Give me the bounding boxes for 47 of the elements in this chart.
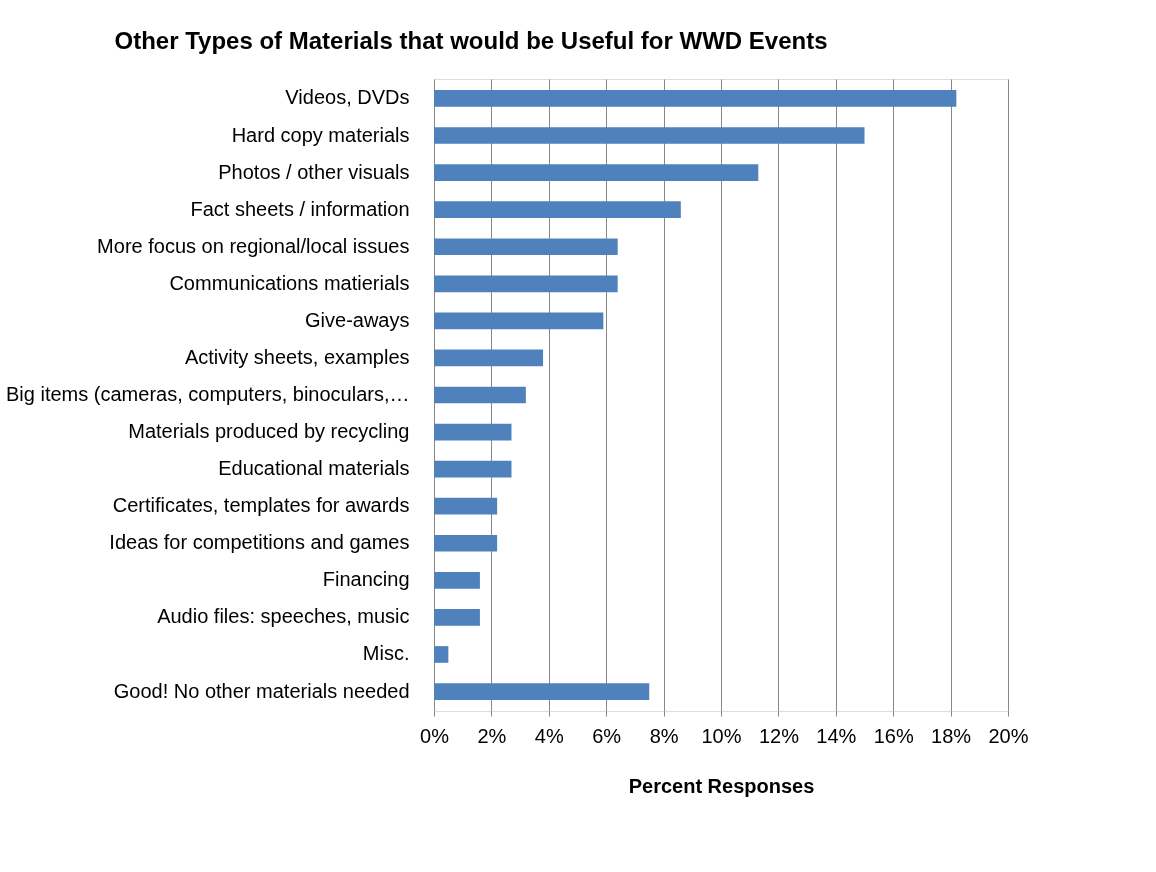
x-tick-label: 12% — [758, 724, 800, 747]
bar — [434, 497, 498, 515]
bar — [434, 386, 526, 404]
y-tick-label: Videos, DVDs — [285, 86, 410, 109]
bar — [434, 312, 604, 330]
x-tick-label: 4% — [534, 724, 564, 747]
x-tick-label: 10% — [701, 724, 742, 747]
y-tick-label: Materials produced by recycling — [128, 420, 410, 443]
y-tick-label: Audio files: speeches, music — [157, 605, 410, 628]
y-tick-label: Big items (cameras, computers, binoculars,… — [6, 383, 410, 405]
y-tick-label: Communications matierials — [169, 271, 410, 294]
y-tick-label: Activity sheets, examples — [184, 345, 410, 368]
x-axis-title: Percent Responses — [628, 774, 815, 797]
bar — [434, 683, 650, 700]
bar — [434, 534, 498, 552]
x-tick-label: 2% — [477, 724, 507, 747]
y-tick-label: Give-aways — [305, 308, 410, 331]
y-tick-label: Hard copy materials — [231, 123, 410, 146]
bar — [434, 127, 865, 144]
y-tick-label: Ideas for competitions and games — [109, 531, 410, 554]
bar — [434, 423, 512, 441]
bar — [434, 238, 618, 256]
bar — [434, 460, 512, 478]
y-tick-label: Fact sheets / information — [190, 197, 410, 220]
x-tick-label: 16% — [873, 724, 914, 747]
chart-title: Other Types of Materials that would be Useful for WWD Events — [114, 27, 828, 54]
x-tick-label: 6% — [592, 724, 622, 747]
bar — [434, 164, 759, 181]
bar — [434, 201, 681, 218]
bar — [434, 646, 449, 663]
y-tick-label: More focus on regional/local issues — [97, 234, 410, 257]
x-tick-label: 20% — [988, 724, 1029, 747]
bar — [434, 349, 544, 367]
y-tick-label: Photos / other visuals — [218, 160, 410, 183]
y-tick-label: Certificates, templates for awards — [112, 494, 410, 517]
x-tick-label: 8% — [649, 724, 679, 747]
bar — [434, 275, 618, 293]
x-tick-label: 18% — [931, 724, 972, 747]
y-tick-label: Educational materials — [218, 457, 410, 480]
x-tick-label: 14% — [816, 724, 857, 747]
y-tick-label: Financing — [322, 568, 410, 591]
y-tick-label: Good! No other materials needed — [113, 679, 410, 702]
x-tick-label: 0% — [420, 724, 450, 747]
bar — [434, 572, 480, 589]
bar — [434, 609, 480, 626]
bar — [434, 90, 957, 107]
y-tick-label: Misc. — [362, 642, 410, 665]
